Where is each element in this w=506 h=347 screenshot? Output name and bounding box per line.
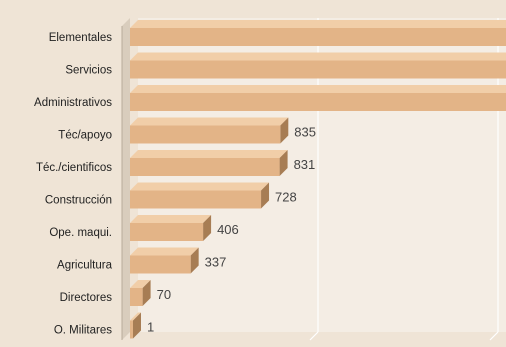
- bar-face: [130, 60, 506, 79]
- gridline-floor: [309, 331, 319, 341]
- bar-face: [130, 255, 191, 274]
- category-label: O. Militares: [54, 325, 112, 337]
- bar: [130, 280, 151, 306]
- bar-face: [130, 28, 506, 46]
- value-labels: 3.7413.2702.604835831728406337701: [147, 125, 316, 335]
- bar-side: [203, 215, 212, 241]
- bar-face: [130, 158, 280, 176]
- bar-face: [130, 288, 143, 306]
- bar-side: [261, 182, 270, 209]
- value-label: 406: [217, 222, 239, 237]
- bar-face: [130, 93, 506, 111]
- bar-top: [130, 52, 506, 61]
- bar-top: [130, 20, 506, 28]
- bar-top: [130, 247, 199, 256]
- value-label: 1: [147, 320, 154, 335]
- category-label: Construcción: [45, 195, 112, 207]
- bars: [130, 20, 506, 339]
- bar: [130, 117, 289, 144]
- bar-side: [279, 150, 288, 176]
- bar-face: [130, 320, 133, 339]
- bar-top: [130, 117, 289, 126]
- bar: [130, 85, 506, 111]
- category-label: Ope. maqui.: [49, 227, 112, 239]
- value-label: 337: [205, 255, 227, 270]
- category-labels: Elementales Servicios Administrativos Téc/a…: [34, 32, 113, 337]
- category-label: Administrativos: [34, 97, 112, 109]
- value-label: 70: [157, 287, 171, 302]
- bar: [130, 247, 199, 274]
- bar: [130, 215, 212, 241]
- category-label: Servicios: [65, 65, 112, 77]
- bar-face: [130, 190, 262, 209]
- bar-face: [130, 125, 281, 144]
- bar-top: [130, 215, 212, 223]
- category-label: Téc/apoyo: [58, 130, 112, 142]
- plot-side-wall: [122, 18, 130, 340]
- category-label: Agricultura: [57, 260, 113, 272]
- value-label: 728: [275, 190, 297, 205]
- gridline-floor: [489, 331, 499, 341]
- bar-top: [130, 280, 151, 288]
- bar-side: [142, 280, 151, 306]
- bar-top: [130, 312, 141, 321]
- bar-top: [130, 85, 506, 93]
- bar-top: [130, 182, 270, 191]
- bar: [130, 150, 288, 176]
- category-label: Directores: [60, 292, 113, 304]
- category-label: Elementales: [49, 32, 113, 44]
- bar: [130, 312, 141, 339]
- bar-side: [133, 312, 141, 339]
- bar-side: [280, 117, 289, 144]
- bar-top: [130, 150, 288, 158]
- value-label: 835: [294, 125, 316, 140]
- bar: [130, 20, 506, 46]
- bar-face: [130, 223, 204, 241]
- category-label: Téc./cientificos: [36, 162, 112, 174]
- bar-side: [190, 247, 199, 274]
- bar: [130, 52, 506, 79]
- value-label: 831: [294, 157, 316, 172]
- bar: [130, 182, 270, 209]
